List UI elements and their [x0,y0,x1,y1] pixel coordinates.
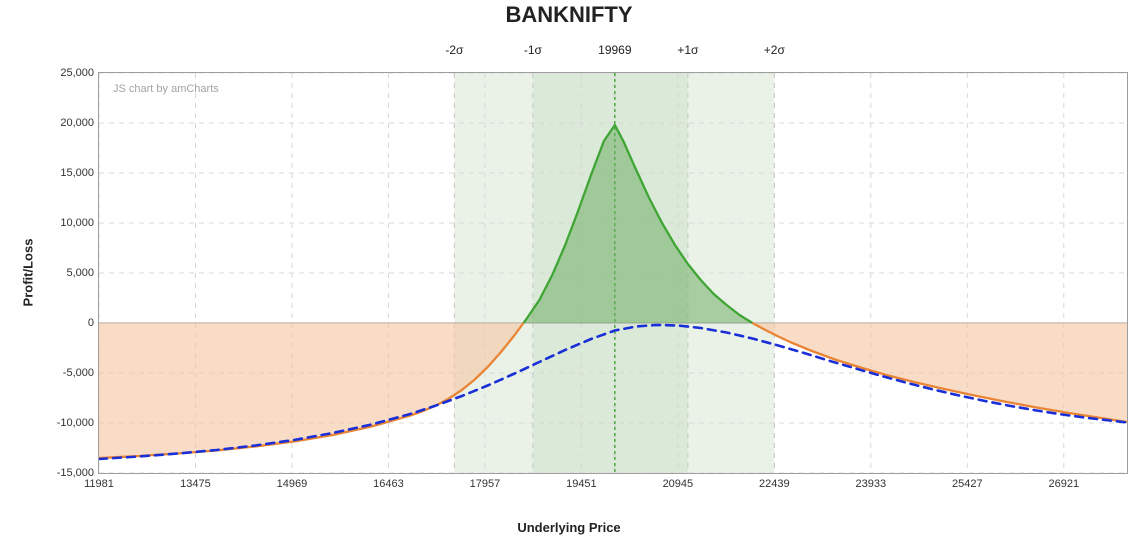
y-tick-label: 10,000 [44,217,94,229]
x-axis-label: Underlying Price [0,520,1138,535]
y-tick-label: -10,000 [44,417,94,429]
x-tick-label: 23933 [856,478,887,490]
loss-area [752,323,1127,422]
plot-area[interactable]: JS chart by amCharts [98,72,1128,474]
x-tick-label: 20945 [663,478,694,490]
x-tick-label: 14969 [277,478,308,490]
sigma-label: 19969 [598,43,631,57]
sigma-label: -1σ [524,43,542,57]
x-tick-label: 19451 [566,478,597,490]
y-tick-label: 5,000 [44,267,94,279]
y-axis-label: Profit/Loss [18,0,38,545]
x-tick-label: 11981 [84,478,114,490]
plot-svg [99,73,1127,473]
options-payoff-chart: BANKNIFTY -2σ-1σ19969+1σ+2σ Profit/Loss … [0,0,1138,545]
sigma-label: +2σ [764,43,785,57]
y-tick-label: 0 [44,317,94,329]
sigma-labels-row: -2σ -1σ 19969 +1σ +2σ [0,43,1138,63]
x-tick-label: 16463 [373,478,404,490]
chart-credit: JS chart by amCharts [113,83,219,95]
sigma-label: +1σ [677,43,698,57]
y-tick-label: 25,000 [44,67,94,79]
x-tick-label: 25427 [952,478,983,490]
x-tick-label: 22439 [759,478,790,490]
x-tick-label: 17957 [470,478,501,490]
chart-title: BANKNIFTY [0,2,1138,28]
y-tick-label: 20,000 [44,117,94,129]
sigma-label: -2σ [445,43,463,57]
y-tick-label: -5,000 [44,367,94,379]
x-tick-label: 26921 [1048,478,1079,490]
y-tick-label: 15,000 [44,167,94,179]
x-tick-label: 13475 [180,478,211,490]
